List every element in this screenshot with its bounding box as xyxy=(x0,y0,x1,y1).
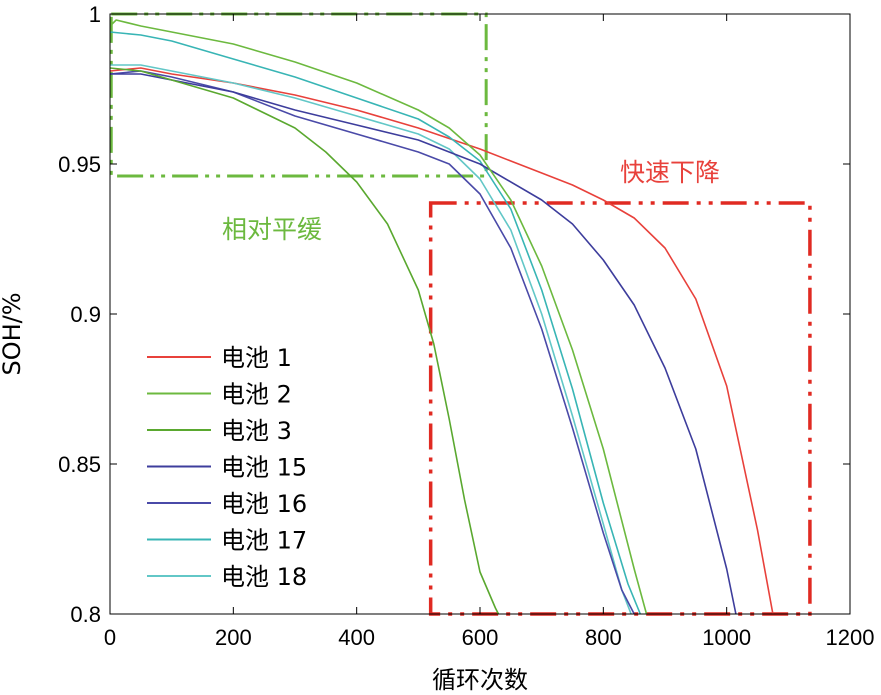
y-tick-label: 0.9 xyxy=(70,302,101,327)
series-lines xyxy=(109,19,774,615)
legend-label: 电池 18 xyxy=(221,563,307,591)
plot-area-frame xyxy=(109,13,851,615)
annotation-gentle-label: 相对平缓 xyxy=(222,215,322,244)
series-line-3 xyxy=(109,67,500,615)
x-tick-label: 1000 xyxy=(702,625,751,650)
legend-label: 电池 15 xyxy=(221,454,307,482)
annotation-boxes xyxy=(109,12,812,616)
legend-label: 电池 3 xyxy=(221,417,292,445)
legend-label: 电池 17 xyxy=(221,527,307,555)
axis-ticks: 0 200 400 600 800 1000 1200 0.8 0.85 0.9 0.95 1 xyxy=(58,2,874,650)
x-tick-label: 800 xyxy=(585,625,622,650)
legend-label: 电池 2 xyxy=(221,381,292,409)
x-tick-label: 400 xyxy=(338,625,375,650)
y-tick-label: 0.85 xyxy=(58,452,101,477)
x-tick-label: 600 xyxy=(462,625,499,650)
series-line-5 xyxy=(109,70,635,615)
series-line-6 xyxy=(109,31,642,615)
x-tick-label: 0 xyxy=(104,625,116,650)
series-line-2 xyxy=(109,19,648,615)
series-line-4 xyxy=(110,73,737,615)
y-tick-label: 1 xyxy=(89,2,101,27)
x-tick-label: 1200 xyxy=(826,625,875,650)
legend: 电池 1 电池 2 电池 3 电池 15 电池 16 电池 17 电池 18 xyxy=(147,344,307,591)
annotation-rapid-decline-label: 快速下降 xyxy=(620,158,720,187)
x-tick-label: 200 xyxy=(215,625,252,650)
x-axis-title: 循环次数 xyxy=(432,666,528,694)
y-tick-label: 0.95 xyxy=(58,152,101,177)
legend-label: 电池 1 xyxy=(221,344,292,372)
annotation-box-rapid-decline xyxy=(428,201,812,616)
legend-label: 电池 16 xyxy=(221,490,307,518)
annotation-box-gentle xyxy=(109,12,488,178)
series-line-7 xyxy=(110,64,632,615)
series-line-1 xyxy=(109,67,774,615)
y-tick-label: 0.8 xyxy=(70,602,101,627)
y-axis-title: SOH/% xyxy=(0,292,26,375)
